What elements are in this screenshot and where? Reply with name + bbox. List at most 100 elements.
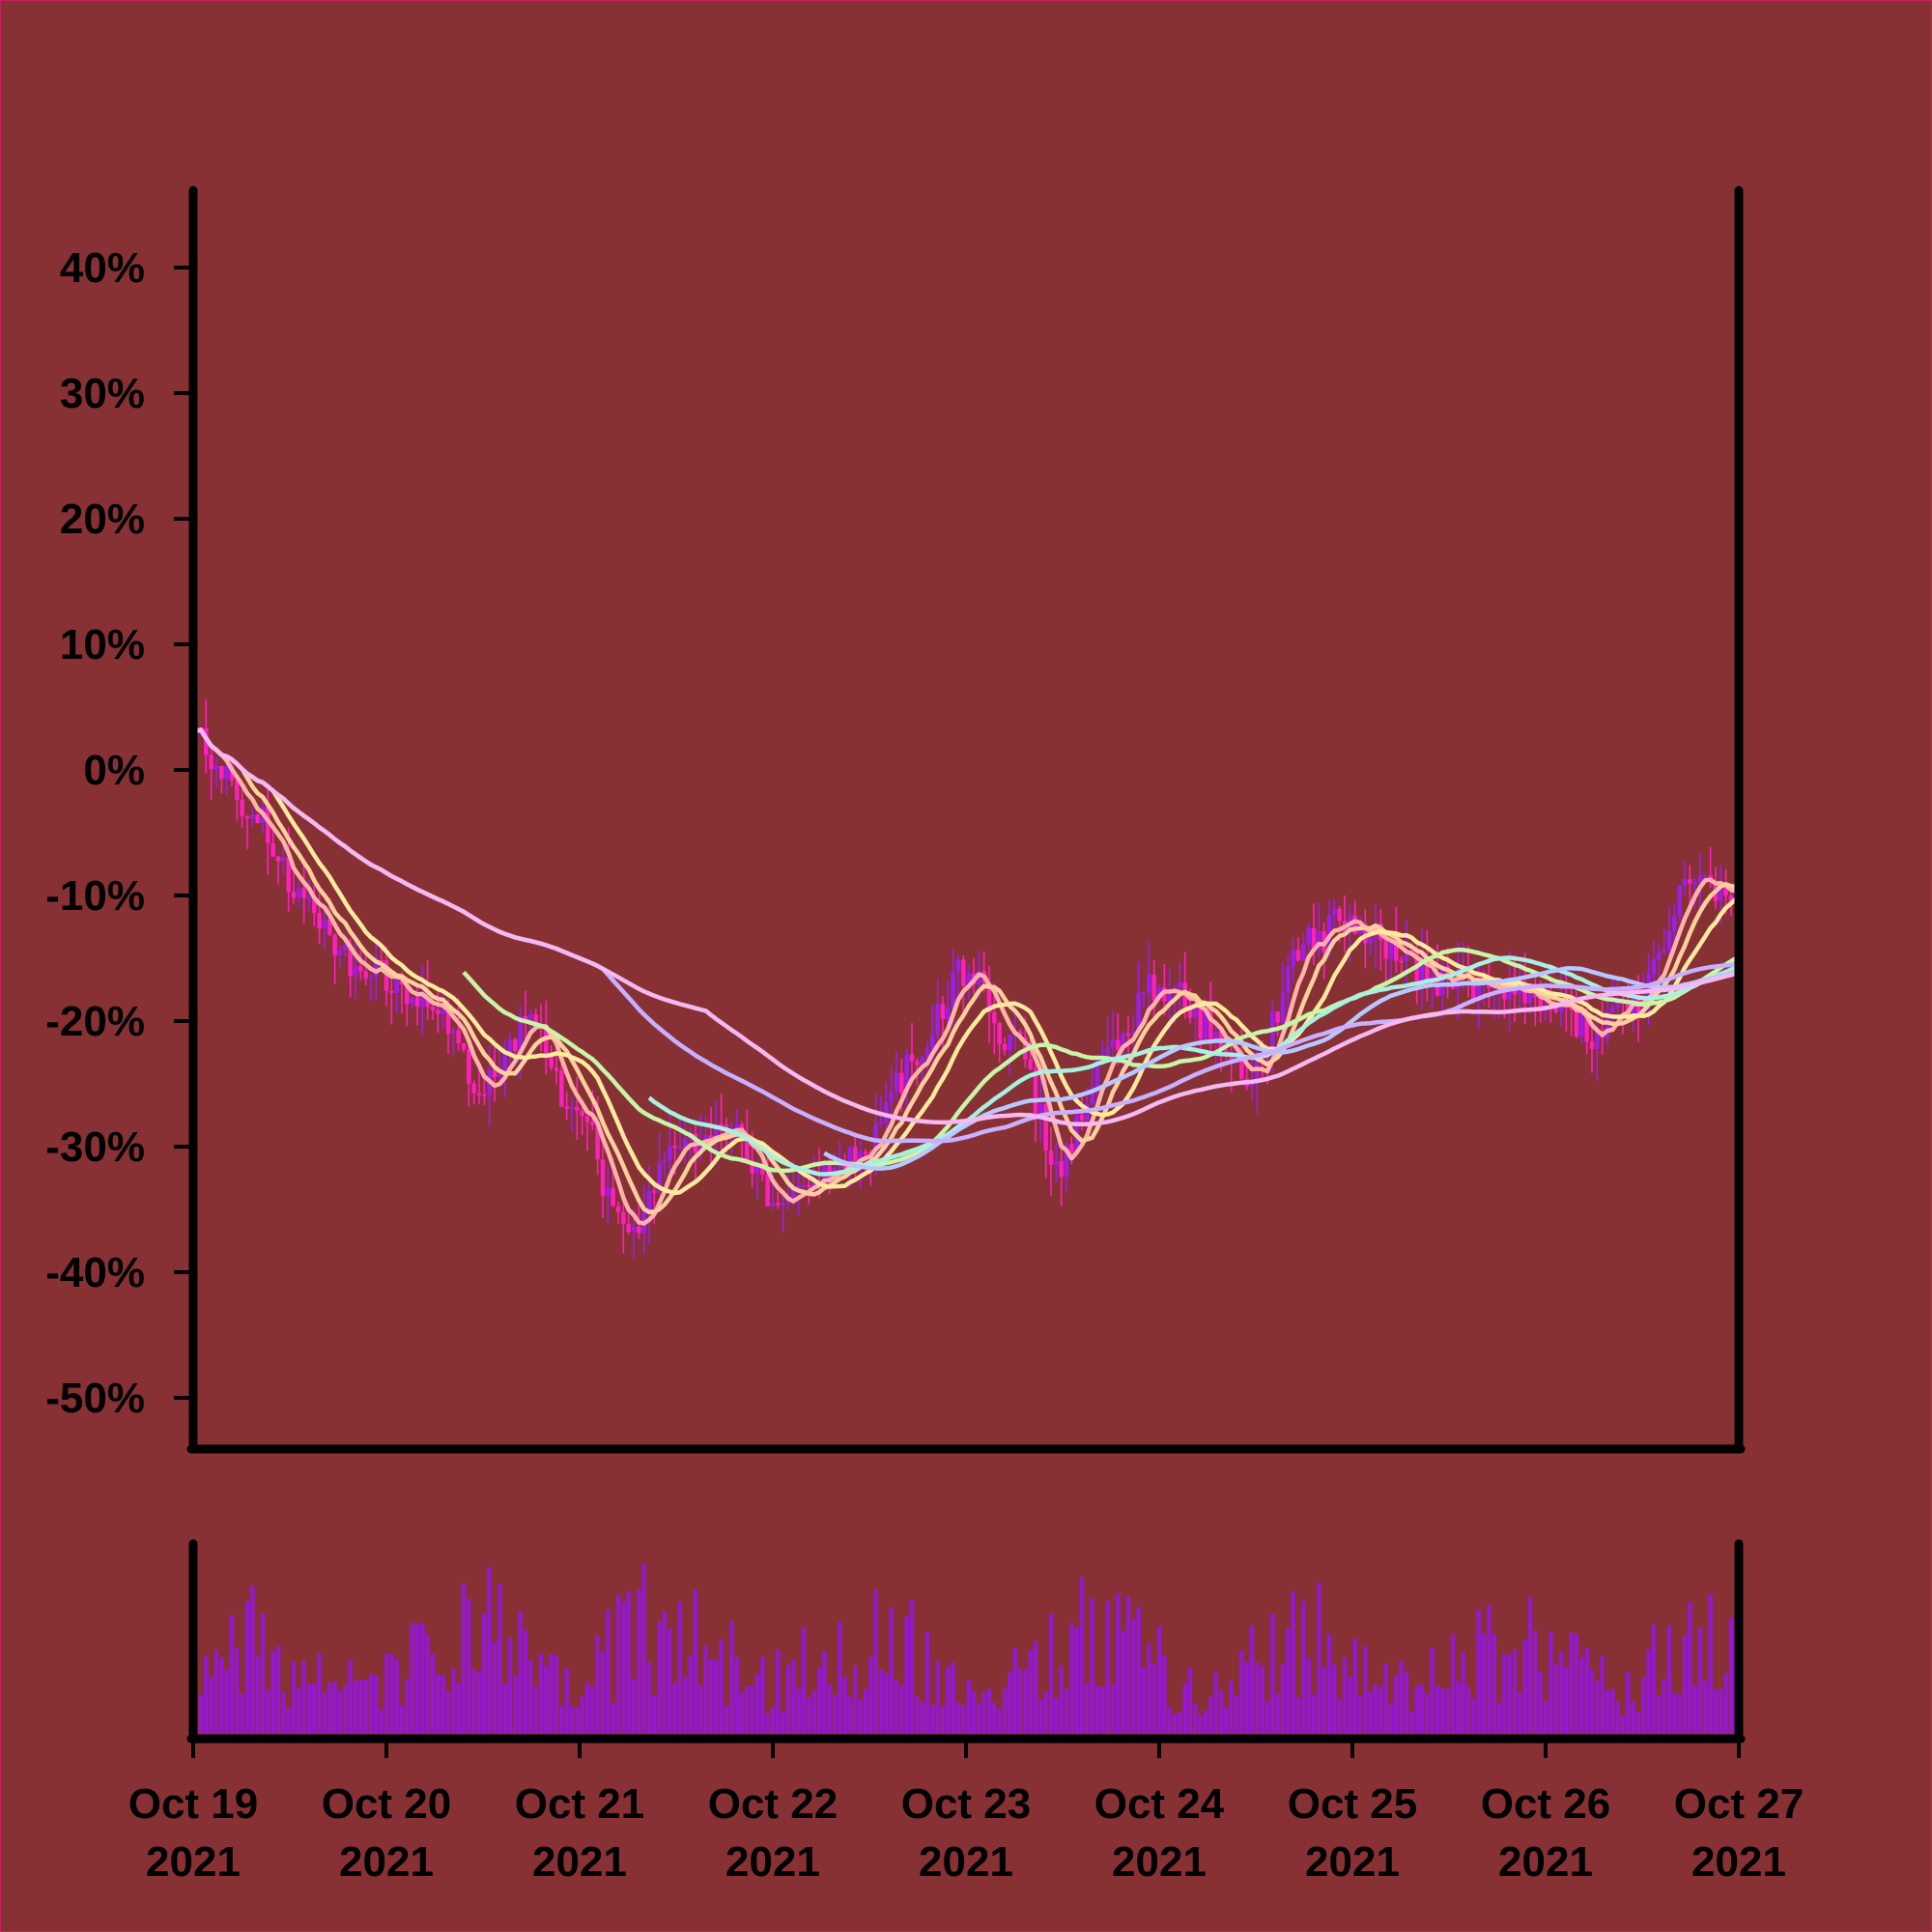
- volume-bar: [204, 1656, 209, 1733]
- volume-bar: [961, 1705, 966, 1733]
- volume-bar: [322, 1691, 327, 1733]
- volume-bar: [739, 1692, 745, 1733]
- x-tick-label-year: 2021: [146, 1838, 241, 1886]
- candle-body: [436, 1009, 440, 1014]
- volume-bar: [693, 1589, 698, 1733]
- volume-bar: [915, 1695, 920, 1733]
- candle-body: [1332, 908, 1337, 916]
- volume-bar: [1348, 1677, 1352, 1733]
- volume-bar: [1548, 1632, 1553, 1733]
- volume-bar: [1187, 1667, 1193, 1733]
- candle-body: [1692, 882, 1697, 885]
- volume-bar: [1456, 1681, 1461, 1733]
- volume-bar: [1317, 1582, 1321, 1733]
- volume-bar: [1213, 1672, 1218, 1733]
- volume-bar: [1218, 1690, 1224, 1733]
- volume-bar: [1589, 1669, 1595, 1733]
- candle-body: [492, 1069, 497, 1078]
- volume-bar: [467, 1598, 471, 1733]
- volume-bar: [1533, 1630, 1538, 1733]
- volume-bar: [977, 1702, 981, 1733]
- candle-body: [250, 814, 255, 819]
- volume-bar: [1487, 1604, 1492, 1733]
- volume-bar: [708, 1658, 714, 1733]
- candle-body: [471, 1083, 476, 1094]
- candle-body: [1069, 1144, 1074, 1153]
- y-tick-label: -20%: [45, 998, 145, 1045]
- moving-average-line: [195, 727, 1737, 1126]
- volume-bar: [1404, 1670, 1409, 1733]
- volume-bar: [306, 1683, 312, 1733]
- volume-bar: [384, 1654, 389, 1733]
- volume-bar: [476, 1671, 482, 1733]
- volume-bar: [575, 1706, 580, 1733]
- volume-bar: [1641, 1677, 1646, 1733]
- candle-body: [1280, 992, 1286, 1023]
- x-tick-label-year: 2021: [1112, 1838, 1207, 1886]
- candle-body: [1059, 1161, 1064, 1178]
- volume-bar: [1085, 1683, 1090, 1733]
- volume-bar: [1337, 1698, 1342, 1733]
- volume-bar: [1527, 1596, 1533, 1733]
- volume-bar: [1512, 1648, 1518, 1733]
- volume-bar: [584, 1682, 590, 1733]
- volume-bar: [1048, 1613, 1054, 1733]
- candle-body: [337, 950, 343, 956]
- candle-body: [683, 1138, 688, 1148]
- candle-body: [631, 1226, 637, 1233]
- volume-bar: [997, 1709, 1002, 1733]
- volume-bar: [724, 1705, 729, 1733]
- volume-bar: [1342, 1657, 1348, 1733]
- candle-body: [708, 1135, 714, 1141]
- candle-body: [1317, 931, 1321, 950]
- volume-bar: [1723, 1673, 1728, 1733]
- candle-body: [1641, 1000, 1646, 1014]
- candle-body: [297, 888, 301, 898]
- volume-bar: [235, 1646, 240, 1733]
- candle-body: [1368, 937, 1373, 944]
- volume-bar: [461, 1582, 467, 1733]
- volume-bar: [816, 1667, 822, 1733]
- volume-bar: [1383, 1662, 1388, 1733]
- volume-bar: [399, 1705, 405, 1733]
- candle-body: [414, 997, 420, 1007]
- volume-bar: [445, 1690, 451, 1733]
- candle-body: [600, 1159, 606, 1197]
- volume-bar: [1167, 1706, 1172, 1733]
- candle-body: [1677, 885, 1682, 917]
- candle-body: [1476, 983, 1481, 1001]
- volume-bar: [714, 1660, 719, 1733]
- volume-bar: [1311, 1694, 1317, 1733]
- volume-bar: [379, 1710, 384, 1733]
- candle-body: [502, 1055, 507, 1075]
- y-tick-label: -10%: [45, 872, 145, 920]
- volume-bar: [374, 1675, 379, 1733]
- volume-bar: [637, 1589, 641, 1733]
- candle-body: [266, 807, 270, 843]
- volume-bar: [668, 1629, 672, 1733]
- volume-bar: [1465, 1686, 1471, 1733]
- candle-body: [1682, 879, 1688, 886]
- volume-bar: [549, 1654, 554, 1733]
- volume-bar: [1038, 1699, 1043, 1733]
- volume-bar: [1363, 1646, 1368, 1733]
- volume-bar: [1703, 1680, 1708, 1733]
- candle-body: [791, 1190, 796, 1201]
- candle-body: [1136, 993, 1141, 1032]
- volume-bar: [1620, 1715, 1626, 1733]
- volume-bar: [1564, 1666, 1569, 1733]
- volume-bar: [270, 1651, 275, 1733]
- candle-body: [1141, 992, 1147, 995]
- x-tick-label-date: Oct 19: [128, 1780, 259, 1828]
- volume-bar: [1064, 1689, 1069, 1733]
- volume-bar: [1368, 1691, 1373, 1733]
- volume-bar: [672, 1683, 677, 1733]
- candle-body: [590, 1122, 595, 1125]
- candle-body: [1110, 1039, 1116, 1047]
- volume-bar: [198, 1694, 204, 1733]
- volume-bar: [1579, 1657, 1584, 1733]
- volume-bar: [1414, 1686, 1419, 1733]
- volume-bar: [1286, 1629, 1291, 1733]
- candle-body: [1275, 1011, 1280, 1023]
- volume-bar: [440, 1675, 445, 1733]
